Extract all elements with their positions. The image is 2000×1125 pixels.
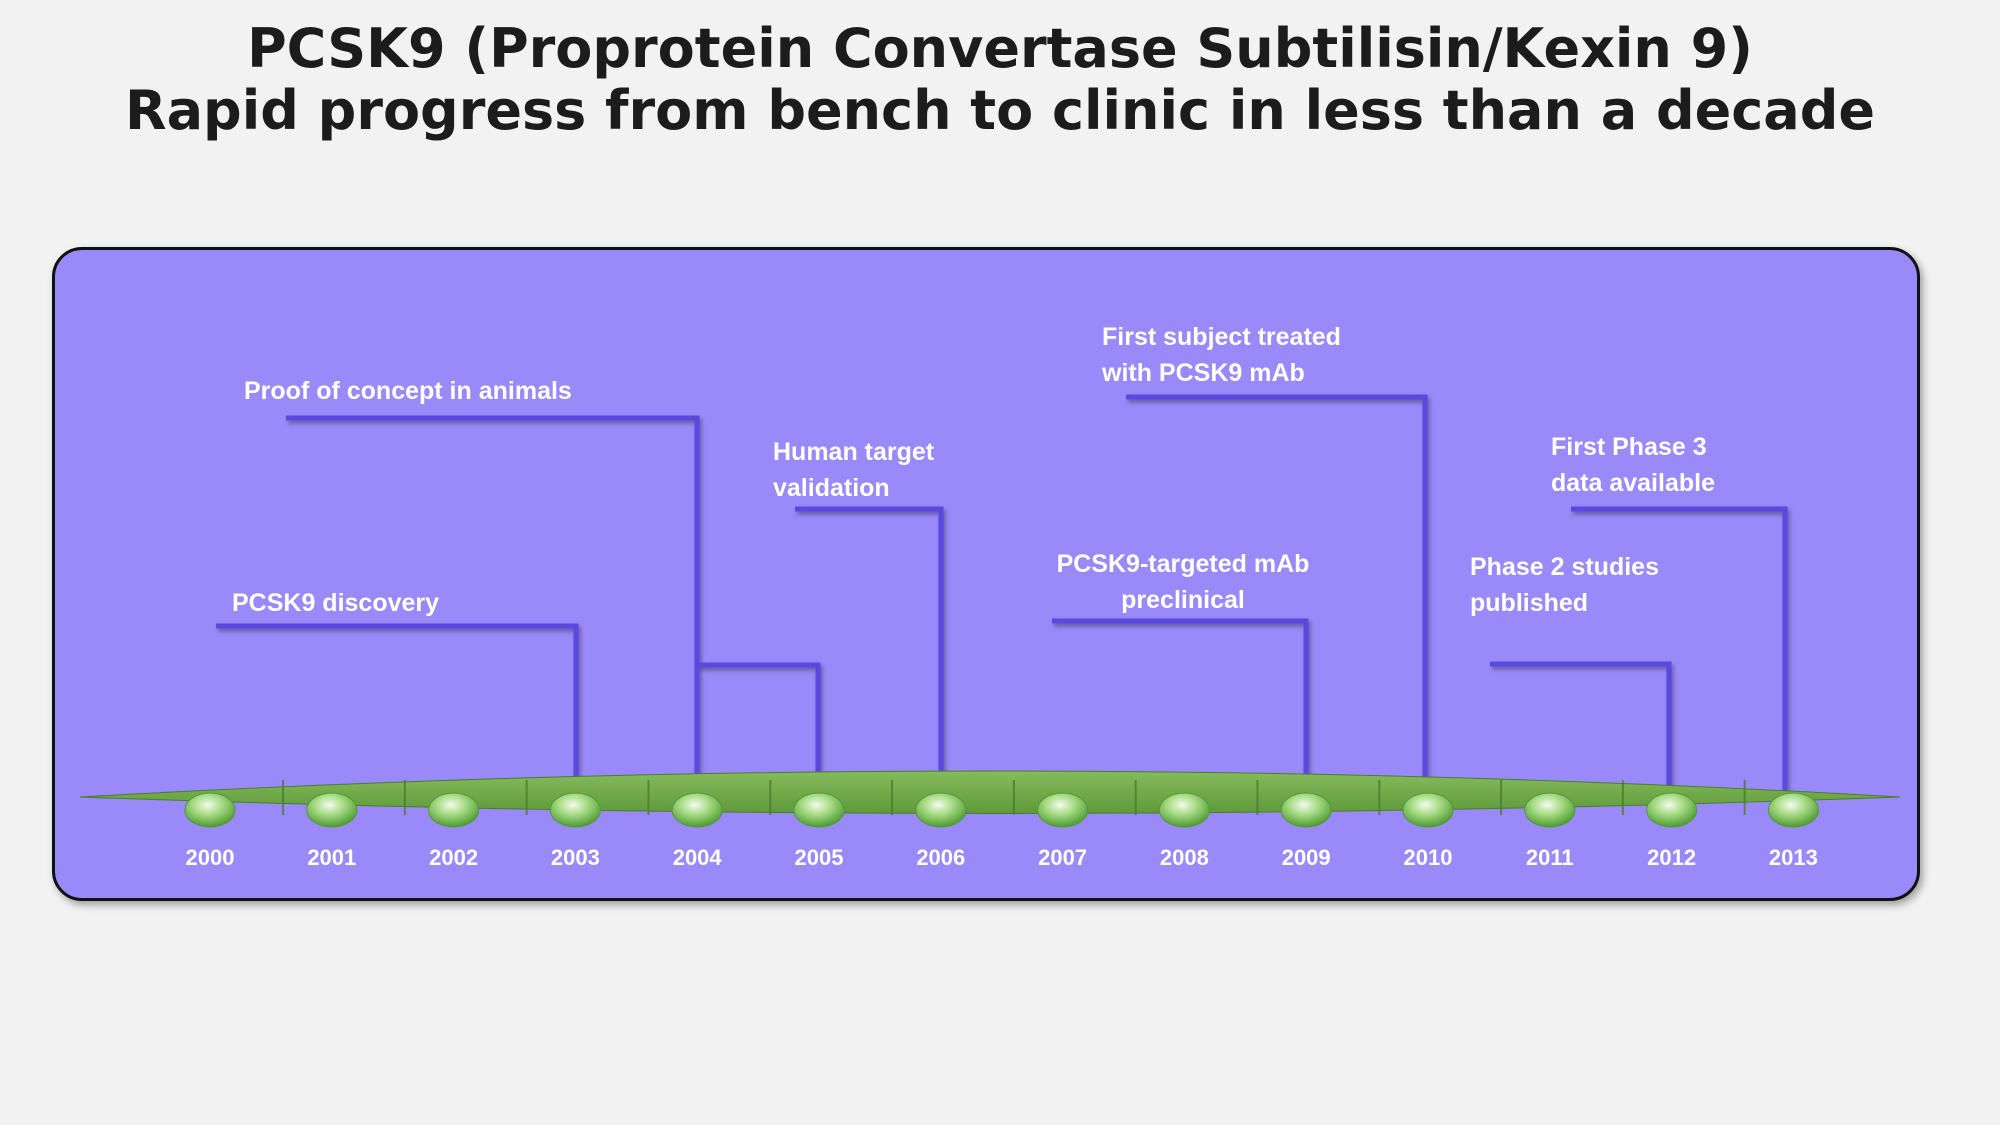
timeline-bead-2013 — [1767, 792, 1819, 828]
connector-pcsk9-discovery — [216, 623, 579, 793]
timeline-bead-2008 — [1158, 792, 1210, 828]
title-line-2: Rapid progress from bench to clinic in l… — [125, 79, 1875, 142]
year-label-2000: 2000 — [185, 845, 235, 870]
timeline-bead-2009 — [1280, 792, 1332, 828]
milestone-human-target-validation: Human target validation — [773, 434, 934, 506]
milestone-pcsk9-discovery: PCSK9 discovery — [232, 589, 440, 617]
milestone-line: with PCSK9 mAb — [1102, 359, 1305, 387]
timeline-bead-2010 — [1402, 792, 1454, 828]
timeline-bead-2004 — [671, 792, 723, 828]
milestone-line: published — [1470, 589, 1589, 617]
timeline-bead-2011 — [1524, 792, 1576, 828]
milestone-line: Human target — [773, 438, 935, 466]
milestone-line: preclinical — [1121, 586, 1245, 614]
milestone-line: Phase 2 studies — [1470, 553, 1659, 581]
year-label-2007: 2007 — [1038, 845, 1088, 870]
milestone-line: First Phase 3 — [1551, 433, 1707, 461]
timeline-bead-2006 — [915, 792, 967, 828]
connector-phase-2 — [1490, 661, 1672, 793]
milestone-proof-of-concept: Proof of concept in animals — [244, 377, 572, 405]
milestone-line: validation — [773, 474, 890, 502]
milestone-line: First subject treated — [1102, 323, 1341, 351]
timeline-bead-2005 — [793, 792, 845, 828]
year-label-2005: 2005 — [794, 845, 844, 870]
year-label-2013: 2013 — [1768, 845, 1818, 870]
milestone-mab-preclinical: PCSK9-targeted mAb preclinical — [1052, 546, 1314, 618]
connector-phase-3 — [1571, 506, 1788, 793]
milestone-phase-2-studies: Phase 2 studies published — [1470, 549, 1659, 621]
milestone-first-subject-treated: First subject treated with PCSK9 mAb — [1102, 319, 1341, 391]
timeline-bead-2007 — [1037, 792, 1089, 828]
milestone-line: data available — [1551, 469, 1715, 497]
year-label-2004: 2004 — [672, 845, 722, 870]
year-label-2008: 2008 — [1159, 845, 1209, 870]
milestone-line: PCSK9-targeted mAb — [1056, 550, 1310, 578]
connector-first-subject — [1126, 394, 1428, 793]
slide-title: PCSK9 (Proprotein Convertase Subtilisin/… — [0, 18, 2000, 142]
year-label-2002: 2002 — [429, 845, 479, 870]
connector-mab-preclinical — [1052, 618, 1309, 793]
timeline-bead-2001 — [306, 792, 358, 828]
connector-2004-2005-bracket — [697, 662, 821, 793]
year-label-2009: 2009 — [1281, 845, 1331, 870]
year-label-2012: 2012 — [1647, 845, 1697, 870]
year-label-2006: 2006 — [916, 845, 966, 870]
connector-proof-of-concept — [286, 415, 700, 793]
timeline-bead-2002 — [428, 792, 480, 828]
timeline-bead-2012 — [1646, 792, 1698, 828]
year-label-2010: 2010 — [1403, 845, 1453, 870]
year-label-2001: 2001 — [307, 845, 357, 870]
connector-human-target-validation — [795, 506, 944, 793]
timeline-bead-2003 — [549, 792, 601, 828]
timeline-bead-2000 — [184, 792, 236, 828]
title-line-1: PCSK9 (Proprotein Convertase Subtilisin/… — [247, 17, 1753, 80]
year-label-2003: 2003 — [550, 845, 600, 870]
year-label-2011: 2011 — [1525, 845, 1574, 870]
milestone-first-phase-3: First Phase 3 data available — [1551, 429, 1715, 501]
